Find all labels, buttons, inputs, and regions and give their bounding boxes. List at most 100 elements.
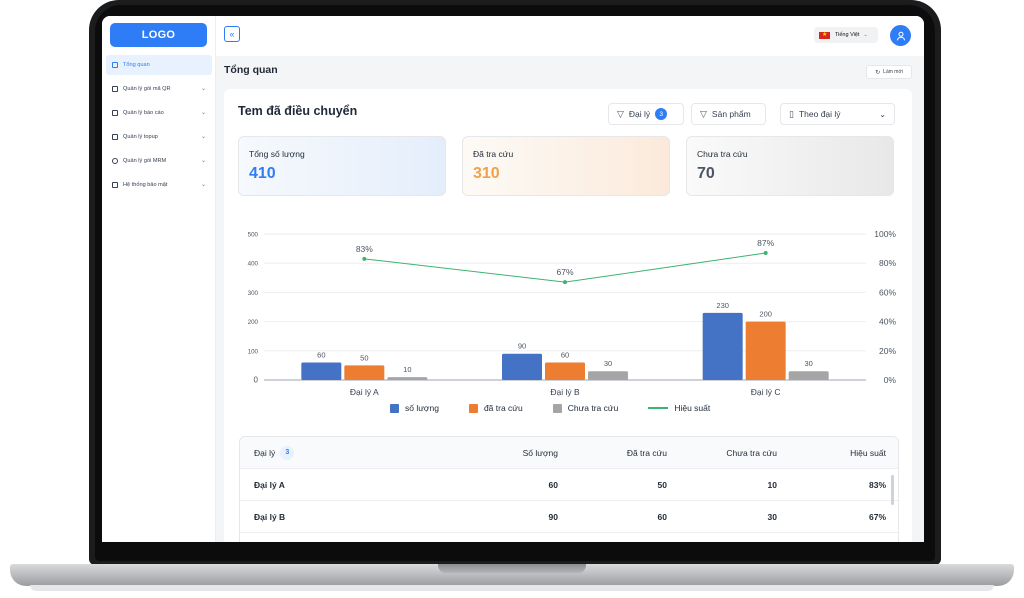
- product-filter-label: Sản phẩm: [711, 109, 751, 119]
- legend-item[interactable]: Hiệu suất: [648, 403, 710, 413]
- line-point: [763, 250, 768, 255]
- bar-data-label: 200: [759, 310, 772, 319]
- page-title: Tổng quan: [224, 64, 278, 76]
- logo[interactable]: LOGO: [110, 23, 207, 47]
- line-point: [563, 280, 567, 285]
- legend-item[interactable]: Chưa tra cứu: [552, 403, 618, 413]
- settings-icon: [112, 158, 118, 164]
- bar-data-label: 30: [804, 359, 812, 368]
- y-tick-label: 0: [254, 376, 259, 385]
- bar-data-label: 30: [604, 359, 612, 368]
- agent-filter-label: Đại lý: [628, 109, 651, 119]
- user-icon: [896, 31, 905, 40]
- stat-looked-value: 310: [473, 165, 500, 182]
- x-tick-label: Đại lý C: [751, 387, 781, 397]
- table-row[interactable]: Đại lý B 90 60 30 67%: [240, 501, 898, 533]
- cell-quantity: 90: [548, 511, 558, 522]
- stat-looked-label: Đã tra cứu: [473, 149, 514, 159]
- table-row[interactable]: Đại lý A 60 50 10 83%: [240, 469, 898, 501]
- stat-total-card: Tổng số lượng 410: [238, 136, 446, 196]
- sidebar-item-label: Hệ thống bảo mật: [123, 182, 168, 188]
- legend-swatch: [468, 403, 478, 413]
- header-agent[interactable]: Đại lý 3: [254, 445, 295, 460]
- bar-data-label: 10: [403, 365, 411, 374]
- stat-total-value: 410: [249, 165, 276, 182]
- bar: [588, 371, 628, 380]
- collapse-sidebar-button[interactable]: «: [224, 26, 240, 42]
- bar-data-label: 60: [561, 350, 569, 359]
- bar-data-label: 90: [518, 342, 526, 351]
- bar-data-label: 50: [360, 353, 368, 362]
- legend-item[interactable]: đã tra cứu: [468, 403, 523, 413]
- x-tick-label: Đại lý B: [550, 387, 580, 397]
- product-filter-button[interactable]: ▽ Sản phẩm: [691, 103, 766, 125]
- y2-tick-label: 0%: [884, 375, 897, 385]
- legend-swatch: [390, 403, 399, 413]
- cell-looked: 50: [657, 479, 667, 490]
- y-tick-label: 100: [248, 348, 259, 355]
- legend-line: [648, 407, 669, 409]
- cell-agent: Đại lý A: [254, 479, 285, 490]
- legend-item[interactable]: số lượng: [390, 403, 439, 413]
- y2-tick-label: 80%: [879, 258, 896, 268]
- line-point: [362, 256, 367, 261]
- agent-filter-button[interactable]: ▽ Đại lý 3: [608, 103, 684, 125]
- qr-icon: [112, 86, 118, 92]
- chevron-down-icon: ⌄: [200, 110, 206, 116]
- vietnam-flag-icon: [819, 31, 830, 39]
- stat-not-looked-value: 70: [697, 165, 715, 182]
- header-efficiency[interactable]: Hiệu suất: [850, 447, 886, 458]
- chevron-down-icon: ⌄: [863, 32, 868, 38]
- bar: [788, 371, 829, 380]
- laptop-notch: [438, 564, 586, 573]
- refresh-button[interactable]: ↻ Làm mới: [866, 65, 912, 79]
- legend-label: số lượng: [405, 403, 439, 413]
- table-header: Đại lý 3 Số lượng Đã tra cứu Chưa tra cứ…: [240, 437, 898, 469]
- y2-tick-label: 100%: [874, 229, 896, 239]
- sidebar-item-overview[interactable]: Tổng quan: [106, 55, 212, 75]
- filter-icon: ▽: [700, 108, 707, 119]
- laptop-base: [10, 564, 1014, 586]
- chevron-down-icon: ⌄: [200, 134, 206, 140]
- refresh-icon: ↻: [875, 69, 881, 76]
- header-looked[interactable]: Đã tra cứu: [626, 447, 667, 458]
- table-scrollbar[interactable]: [891, 475, 894, 505]
- header-quantity[interactable]: Số lượng: [522, 447, 558, 458]
- bar-data-label: 60: [317, 350, 325, 359]
- cell-not-looked: 30: [767, 511, 777, 522]
- group-by-select[interactable]: ▯ Theo đại lý ⌄: [780, 103, 895, 125]
- sidebar-item-security[interactable]: Hệ thống bảo mật ⌄: [106, 175, 212, 195]
- sidebar-item-label: Quản lý topup: [123, 134, 158, 140]
- columns-icon: ▯: [789, 108, 794, 119]
- sidebar-menu: Tổng quan Quản lý gói mã QR ⌄ Quản lý bá…: [106, 55, 212, 199]
- sidebar-item-label: Quản lý gói mã QR: [123, 86, 171, 92]
- bar: [344, 365, 385, 380]
- stat-total-label: Tổng số lượng: [249, 149, 305, 159]
- combo-chart: 0 100 200 300 400 500 0% 20% 40% 60% 80% 100% 60 50 10…: [248, 229, 897, 397]
- agent-table: Đại lý 3 Số lượng Đã tra cứu Chưa tra cứ…: [239, 436, 899, 542]
- dashboard-icon: [112, 62, 118, 68]
- avatar[interactable]: [890, 25, 911, 46]
- language-selector[interactable]: Tiếng Việt ⌄: [814, 27, 878, 43]
- header-not-looked[interactable]: Chưa tra cứu: [726, 447, 777, 458]
- sidebar-item-report[interactable]: Quản lý báo cáo ⌄: [106, 103, 212, 123]
- sidebar-item-mrm[interactable]: Quản lý gói MRM ⌄: [106, 151, 212, 171]
- y-tick-label: 500: [248, 232, 259, 239]
- chevron-down-icon: ⌄: [200, 158, 206, 164]
- legend-label: đã tra cứu: [483, 403, 523, 413]
- x-tick-label: Đại lý A: [350, 387, 379, 397]
- language-label: Tiếng Việt: [835, 32, 860, 38]
- sidebar-item-topup[interactable]: Quản lý topup ⌄: [106, 127, 212, 147]
- refresh-label: Làm mới: [883, 69, 903, 75]
- report-icon: [112, 110, 118, 116]
- filter-icon: ▽: [617, 108, 624, 119]
- bar: [745, 321, 786, 380]
- security-icon: [112, 182, 118, 188]
- agent-count-badge: 3: [280, 445, 295, 460]
- sidebar-item-qr[interactable]: Quản lý gói mã QR ⌄: [106, 79, 212, 99]
- sidebar-item-label: Quản lý báo cáo: [123, 110, 164, 116]
- agent-count-badge: 3: [655, 108, 668, 120]
- chevron-down-icon: ⌄: [200, 86, 206, 92]
- line-data-label: 83%: [356, 244, 373, 254]
- y2-tick-label: 40%: [879, 317, 896, 327]
